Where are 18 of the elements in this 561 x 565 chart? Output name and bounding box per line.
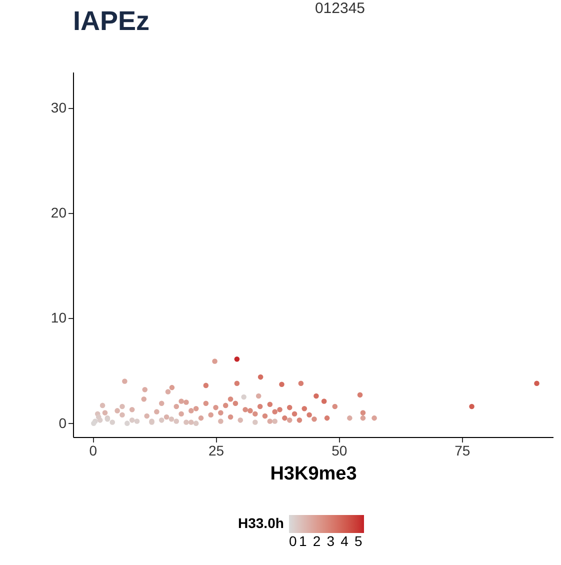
- chart-title: IAPEz: [73, 6, 150, 36]
- color-bar-label: 4: [340, 533, 349, 549]
- color-bar-label: 0: [289, 533, 297, 549]
- y-tick-label: 10: [50, 310, 67, 326]
- text: 012345: [314, 0, 366, 17]
- x-axis-title: H3K9me3: [270, 464, 357, 484]
- x-tick-label: 50: [332, 442, 348, 458]
- color-bar-label: 1: [298, 533, 307, 549]
- y-tick-label: 0: [58, 414, 67, 431]
- x-tick-label: 0: [89, 442, 98, 458]
- y-tick-label: 20: [50, 204, 67, 220]
- x-tick-label: 25: [208, 442, 224, 458]
- y-tick-label: 30: [50, 99, 67, 116]
- color-bar-label: 2: [312, 533, 321, 549]
- color-bar-label: 3: [326, 533, 335, 549]
- color-bar-title: H33.0h: [238, 515, 284, 531]
- x-tick-label: 75: [454, 442, 470, 458]
- color-bar-label: 5: [354, 533, 363, 549]
